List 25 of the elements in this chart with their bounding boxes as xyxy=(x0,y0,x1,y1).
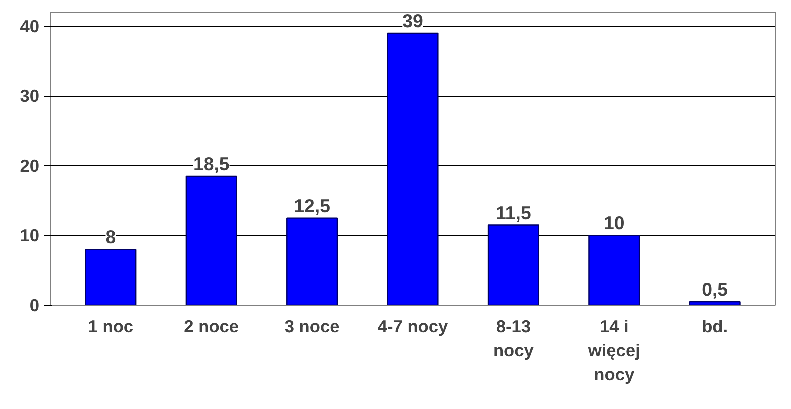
bar xyxy=(286,218,338,306)
data-label: 8 xyxy=(106,226,116,248)
bar xyxy=(588,235,640,306)
x-tick-label: 14 i więcej nocy xyxy=(587,316,640,384)
y-tick-label: 10 xyxy=(20,226,40,246)
x-tick-label: 3 noce xyxy=(284,316,340,336)
y-tick-label: 40 xyxy=(20,16,40,36)
data-label: 0,5 xyxy=(702,279,728,300)
bar xyxy=(488,224,540,306)
y-tick-label: 0 xyxy=(30,296,40,316)
y-tick-label: 20 xyxy=(20,156,40,176)
data-label: 18,5 xyxy=(193,153,230,174)
data-label: 10 xyxy=(604,212,625,234)
bar xyxy=(186,176,238,306)
bar xyxy=(387,32,439,306)
data-label: 11,5 xyxy=(496,202,532,224)
x-tick-label: 2 noce xyxy=(184,316,240,336)
x-tick-label: bd. xyxy=(702,316,728,336)
x-tick-label: 1 noc xyxy=(88,316,134,336)
data-label: 39 xyxy=(402,10,424,32)
y-tick-label: 30 xyxy=(20,86,40,106)
data-label: 12,5 xyxy=(294,195,330,216)
x-tick-label: 4-7 nocy xyxy=(378,316,449,336)
x-tick-label: 8-13 nocy xyxy=(493,316,534,360)
bar xyxy=(85,249,137,306)
